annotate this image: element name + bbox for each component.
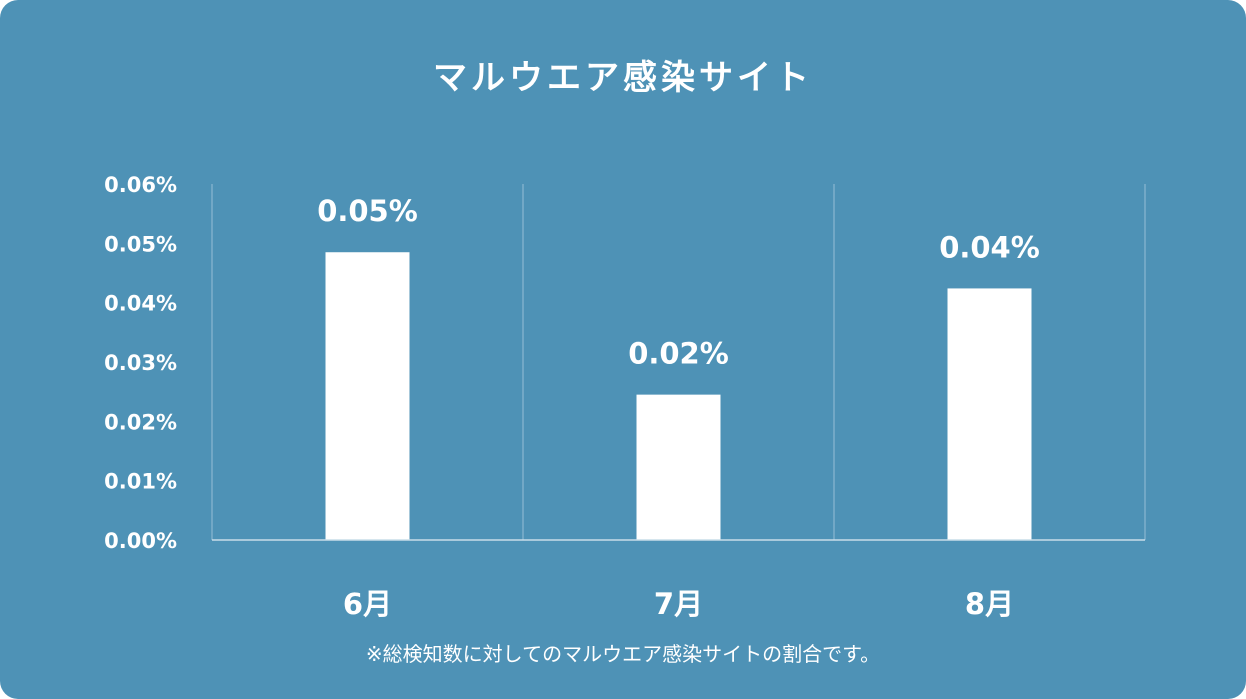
chart-footnote: ※総検知数に対してのマルウエア感染サイトの割合です。: [365, 642, 881, 666]
x-category-label: 7月: [654, 587, 703, 621]
y-tick-label: 0.04%: [104, 292, 177, 316]
bar-3: [947, 288, 1032, 540]
y-tick-label: 0.03%: [104, 351, 177, 375]
data-label: 0.02%: [628, 337, 729, 371]
y-tick-label: 0.02%: [104, 410, 177, 434]
data-label: 0.05%: [317, 194, 418, 228]
chart-title: マルウエア感染サイト: [433, 58, 813, 98]
y-tick-label: 0.00%: [104, 529, 177, 553]
x-category-label: 6月: [343, 587, 392, 621]
x-category-label: 8月: [965, 587, 1014, 621]
y-tick-label: 0.01%: [104, 470, 177, 494]
bar-1: [325, 252, 410, 540]
y-tick-label: 0.06%: [104, 173, 177, 197]
bar-2: [636, 394, 721, 540]
data-label: 0.04%: [939, 230, 1040, 264]
y-tick-label: 0.05%: [104, 232, 177, 256]
